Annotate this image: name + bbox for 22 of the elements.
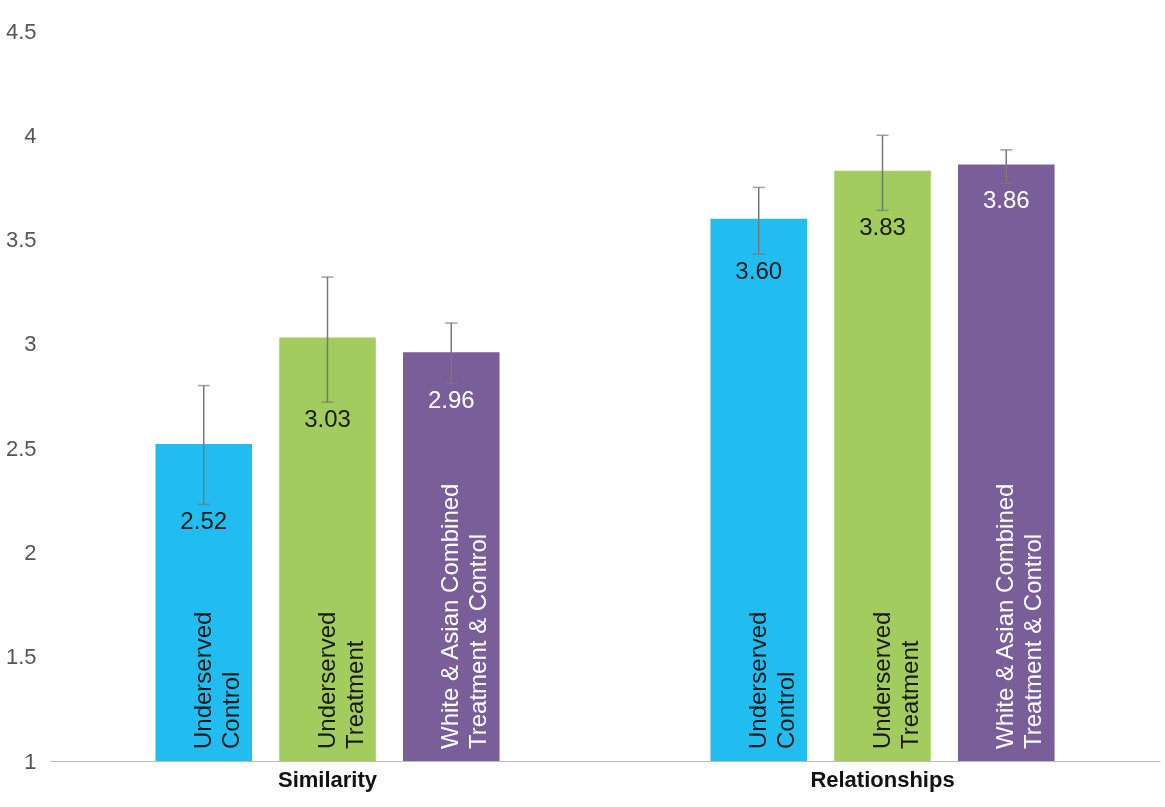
y-tick-label: 1 <box>24 748 37 774</box>
data-label: 3.03 <box>304 405 351 433</box>
y-tick-label: 2.5 <box>5 435 37 461</box>
y-tick-label: 4 <box>24 122 37 148</box>
text: Underserved Control <box>188 611 244 749</box>
data-label: 2.96 <box>427 386 475 414</box>
y-tick-label: 2 <box>24 539 37 565</box>
series-label: White & Asian Combined Treatment & Control <box>991 483 1047 749</box>
text: Underserved Treatment <box>867 611 923 749</box>
data-label: 3.83 <box>859 213 906 241</box>
y-tick-label: 4.5 <box>5 18 37 44</box>
series-label: Underserved Control <box>743 611 799 749</box>
y-tick-label: 1.5 <box>5 644 37 670</box>
data-label: 3.86 <box>982 186 1030 214</box>
y-tick-label: 3.5 <box>5 227 37 253</box>
x-tick-label: Relationships <box>810 766 955 792</box>
x-tick-label: Similarity <box>277 766 378 792</box>
y-tick-label: 3 <box>24 331 37 357</box>
data-label: 3.60 <box>735 257 783 285</box>
data-label: 2.52 <box>180 507 228 535</box>
text: White & Asian Combined Treatment & Control <box>436 483 492 749</box>
series-label: Underserved Treatment <box>312 611 368 749</box>
